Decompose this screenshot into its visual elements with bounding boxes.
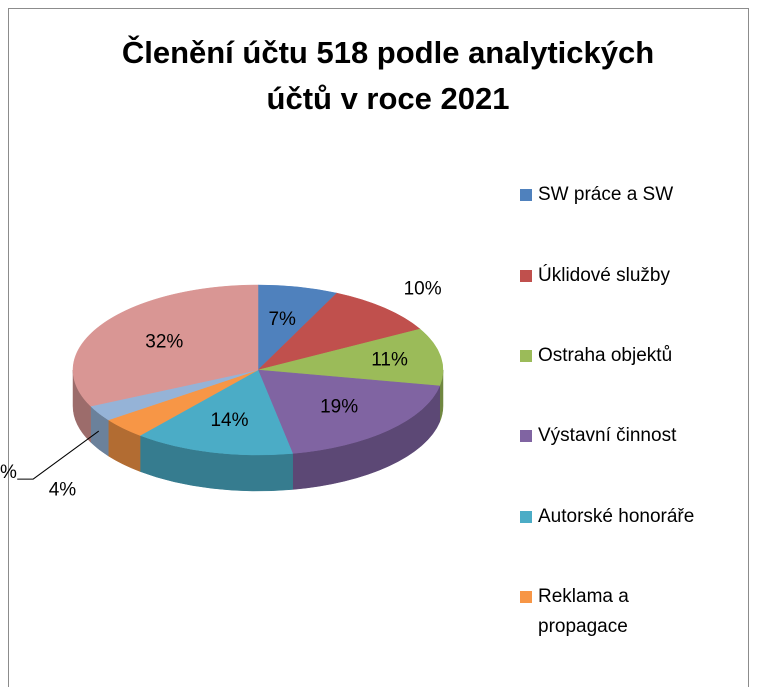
legend-swatch [520, 189, 532, 201]
legend-label: Ostraha objektů [538, 345, 673, 366]
pie-slice [257, 369, 441, 454]
legend-swatch [520, 511, 532, 523]
legend-swatch [520, 591, 532, 603]
pie-slice [257, 328, 444, 387]
chart-frame [8, 8, 749, 687]
legend-swatch [520, 270, 532, 282]
legend-entry: SW práce a SW [520, 180, 740, 210]
legend-label: Úklidové služby [538, 265, 670, 286]
chart-title: Členění účtu 518 podle analytických účtů… [121, 35, 655, 116]
leader-line [17, 430, 100, 480]
pie-slice [139, 369, 294, 456]
data-label: 14% [210, 410, 248, 431]
data-label: 32% [145, 332, 183, 353]
data-label: 3% [0, 462, 17, 483]
legend-label: Autorské honoráře [538, 506, 695, 527]
data-label: 19% [320, 396, 358, 417]
legend-entry: Autorské honoráře [520, 502, 740, 532]
legend-entry: Ostraha objektů [520, 341, 740, 371]
pie-slice [257, 292, 421, 371]
data-label: 10% [404, 278, 442, 299]
legend-entry: Výstavní činnost [520, 421, 740, 451]
legend-swatch [520, 430, 532, 442]
legend-label: Výstavní činnost [538, 425, 677, 446]
legend-swatch [520, 350, 532, 362]
legend-entry: Reklama a propagace [520, 582, 740, 642]
legend-label: Reklama a propagace [538, 586, 629, 637]
pie-slice [72, 284, 259, 407]
legend-label: SW práce a SW [538, 184, 674, 205]
data-label: 4% [49, 479, 77, 500]
legend-entry: Úklidové služby [520, 261, 740, 291]
data-label: 7% [268, 309, 296, 330]
data-label: 11% [371, 349, 408, 370]
